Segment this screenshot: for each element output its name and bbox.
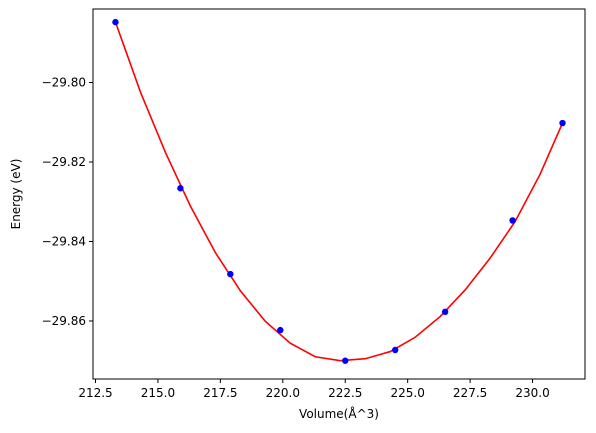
x-tick-label: 227.5 [453,386,487,400]
x-axis-label: Volume(Å^3) [299,406,379,421]
axes-frame [92,8,586,380]
x-axis: 212.5 215.0 217.5 220.0 222.5 225.0 227.5 230.0 [78,379,550,400]
x-tick-label: 217.5 [203,386,237,400]
x-tick-label: 212.5 [78,386,112,400]
data-point [277,326,284,334]
y-axis: −29.80 −29.82 −29.84 −29.86 [42,76,93,328]
data-point [112,18,119,26]
x-tick-label: 230.0 [515,386,549,400]
data-point [441,308,449,316]
data-point [509,217,516,224]
x-tick-label: 215.0 [141,386,175,400]
data-point [177,185,184,192]
x-tick-label: 220.0 [266,386,300,400]
data-point [391,346,399,354]
fit-curve [114,21,564,362]
data-point [559,119,566,127]
y-tick-label: −29.82 [42,155,86,169]
y-axis-label: Energy (eV) [9,159,23,230]
y-tick-label: −29.84 [42,234,86,248]
y-tick-label: −29.80 [42,76,86,90]
data-point [227,270,234,278]
x-tick-label: 222.5 [328,386,362,400]
x-tick-label: 225.0 [391,386,425,400]
data-point [342,357,349,364]
y-tick-label: −29.86 [42,314,86,328]
plot-area [112,18,566,364]
